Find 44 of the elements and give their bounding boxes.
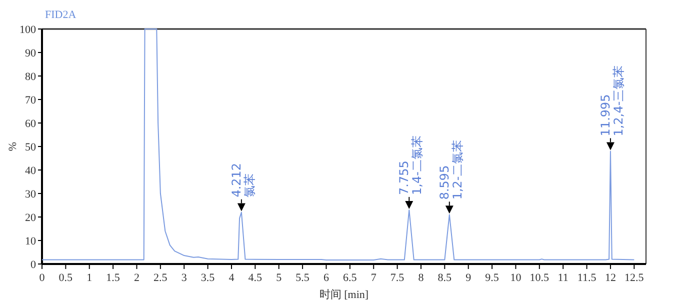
x-tick-label: 10.5 (530, 272, 550, 284)
x-tick-label: 0 (39, 272, 46, 284)
x-tick-label: 1.5 (106, 272, 120, 284)
x-tick-label: 7.5 (390, 272, 405, 284)
x-tick-label: 4.5 (248, 272, 263, 284)
annotation: 4.212 氯苯 (229, 162, 256, 198)
y-tick-label: 90 (25, 48, 36, 60)
x-tick-label: 11.5 (577, 272, 597, 284)
y-axis-title: % (7, 142, 19, 152)
y-tick-label: 0 (30, 259, 36, 271)
chart-title: FID2A (45, 9, 76, 21)
y-tick-label: 50 (25, 142, 36, 154)
x-tick-label: 7 (370, 272, 377, 284)
annotation: 7.755 1,4-二氯苯 (397, 136, 424, 195)
x-tick-label: 8 (418, 272, 424, 284)
x-tick-label: 10 (510, 272, 522, 284)
x-tick-label: 6.5 (343, 272, 358, 284)
x-tick-label: 1 (86, 272, 92, 284)
x-tick-label: 3.5 (200, 272, 216, 284)
x-tick-label: 9.5 (485, 272, 500, 284)
x-tick-label: 3 (181, 272, 188, 284)
y-tick-label: 20 (25, 212, 36, 224)
x-tick-label: 5.5 (296, 272, 310, 284)
x-axis-title: 时间 [min] (319, 288, 369, 301)
y-tick-label: 10 (25, 236, 36, 248)
x-tick-label: 9 (466, 272, 472, 284)
annotation: 8.595 1,2-二氯苯 (437, 140, 464, 200)
x-tick-label: 2 (134, 272, 140, 284)
x-tick-label: 8.5 (438, 272, 452, 284)
x-tick-label: 0.5 (58, 272, 74, 284)
x-tick-label: 2.5 (154, 272, 168, 284)
y-tick-label: 80 (25, 71, 36, 83)
y-tick-label: 70 (25, 94, 36, 106)
x-tick-label: 6 (323, 272, 330, 284)
x-tick-label: 12 (604, 272, 616, 284)
x-tick-label: 12.5 (624, 272, 644, 284)
x-tick-label: 11 (558, 272, 568, 284)
x-tick-label: 5 (276, 272, 282, 284)
y-tick-label: 40 (25, 165, 36, 177)
y-tick-label: 60 (25, 118, 36, 130)
annotation: 11.995 1,2,4-三氯苯 (598, 65, 626, 136)
y-tick-label: 30 (25, 188, 36, 200)
y-tick-label: 100 (20, 24, 36, 36)
x-tick-label: 4 (228, 272, 235, 284)
